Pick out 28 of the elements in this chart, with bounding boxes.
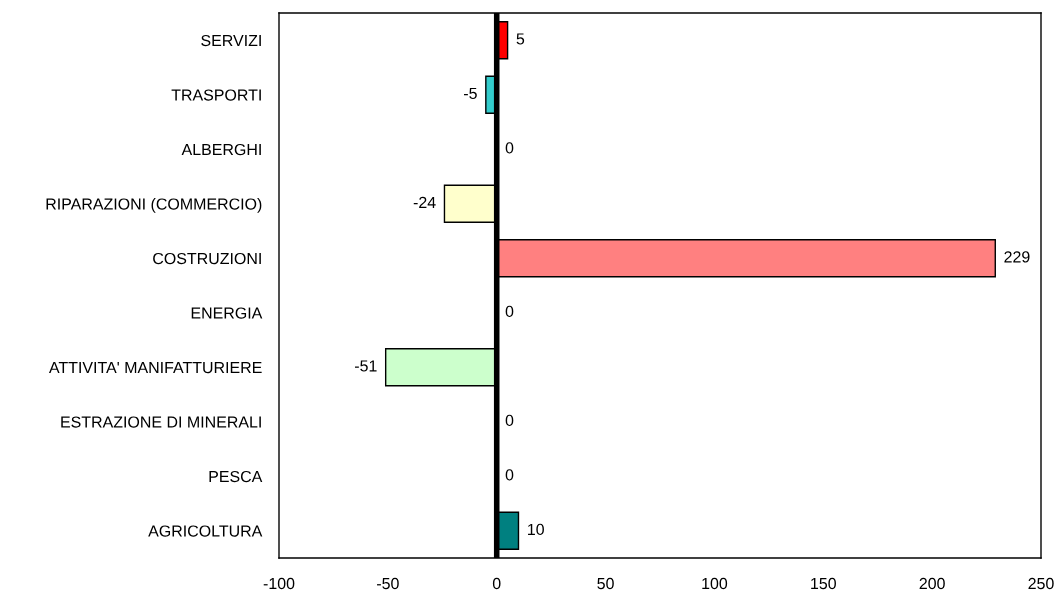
y-tick-label: ESTRAZIONE DI MINERALI [61, 416, 261, 428]
data-label: 229 [1004, 251, 1030, 263]
data-label: -24 [413, 196, 436, 208]
data-label: -5 [464, 87, 477, 100]
y-tick-label: RIPARAZIONI (COMMERCIO) [46, 197, 262, 213]
y-tick-label: ALBERGHI [181, 143, 261, 156]
x-tick-label: -100 [263, 577, 295, 590]
x-tick-label: 50 [597, 577, 614, 590]
data-label: 5 [516, 33, 525, 45]
x-tick-label: -50 [377, 577, 399, 590]
data-label: 0 [505, 414, 514, 427]
x-tick-label: 100 [702, 577, 728, 590]
y-tick-label: ATTIVITA' MANIFATTURIERE [48, 362, 262, 374]
y-tick-label: ENERGIA [191, 307, 263, 319]
data-label: 0 [505, 305, 514, 318]
x-tick-label: 150 [811, 577, 836, 590]
x-tick-label: 250 [1028, 577, 1054, 590]
data-label: 10 [528, 523, 544, 536]
x-tick-label: 200 [919, 577, 945, 590]
y-tick-label: COSTRUZIONI [153, 252, 261, 265]
y-tick-label: TRASPORTI [171, 89, 261, 101]
x-tick-label: 0 [492, 577, 501, 590]
y-tick-label: SERVIZI [201, 34, 261, 47]
data-label: 0 [505, 142, 514, 154]
y-tick-label: AGRICOLTURA [148, 525, 263, 537]
data-label: 0 [505, 469, 514, 481]
data-label: -51 [354, 360, 377, 372]
y-tick-label: PESCA [209, 470, 263, 483]
